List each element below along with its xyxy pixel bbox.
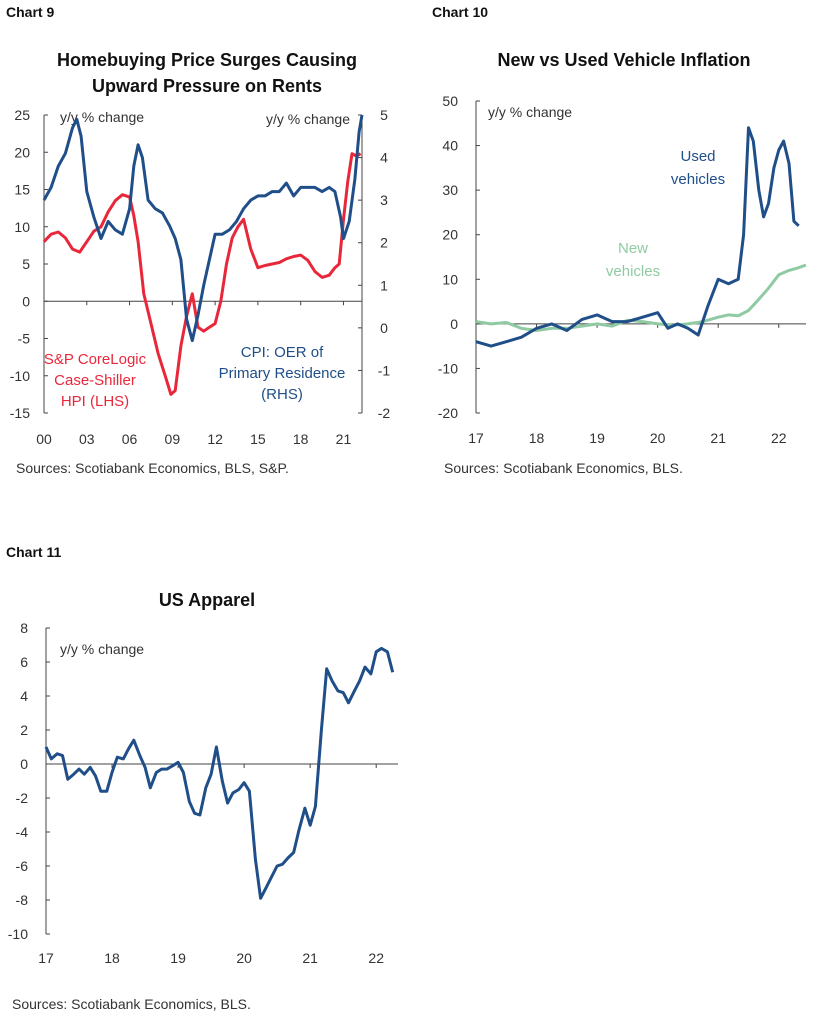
x-tick-label: 15 bbox=[250, 431, 266, 447]
chart-11-source: Sources: Scotiabank Economics, BLS. bbox=[12, 996, 251, 1012]
x-tick-label: 22 bbox=[771, 430, 787, 446]
chart-10-label: Chart 10 bbox=[432, 4, 489, 20]
x-tick-label: 09 bbox=[165, 431, 181, 447]
new-vehicles-label: vehicles bbox=[606, 263, 660, 280]
chart-11-panel: Chart 11 US Apparel -10 -8 -6 -4 -2 0 2 4 6 8 17 18… bbox=[0, 540, 414, 1023]
y-tick-label: 40 bbox=[442, 138, 458, 154]
left-y-tick-label: -10 bbox=[10, 368, 30, 384]
y-tick-label: -8 bbox=[16, 892, 29, 908]
oer-series-label: Primary Residence bbox=[219, 365, 346, 382]
chart-10-panel: Chart 10 New vs Used Vehicle Inflation -… bbox=[420, 0, 828, 500]
y-tick-label: 8 bbox=[20, 620, 28, 636]
x-tick-label: 18 bbox=[529, 430, 545, 446]
y-tick-label: -10 bbox=[8, 926, 28, 942]
y-tick-label: 2 bbox=[20, 722, 28, 738]
right-y-tick-label: 0 bbox=[380, 320, 388, 336]
x-tick-label: 21 bbox=[710, 430, 726, 446]
used-vehicles-label: vehicles bbox=[671, 171, 725, 188]
used-vehicles-label: Used bbox=[680, 148, 715, 165]
x-tick-label: 19 bbox=[170, 950, 186, 966]
oer-series-line bbox=[42, 114, 364, 343]
chart-10-title: New vs Used Vehicle Inflation bbox=[497, 50, 751, 70]
right-y-tick-label: 4 bbox=[380, 150, 388, 166]
chart-9-title-line-2: Upward Pressure on Rents bbox=[91, 76, 323, 96]
left-y-tick-label: -5 bbox=[18, 331, 31, 347]
x-tick-label: 17 bbox=[468, 430, 484, 446]
y-tick-label: 30 bbox=[442, 182, 458, 198]
y-tick-label: -2 bbox=[16, 790, 29, 806]
y-axis-label-right: y/y % change bbox=[266, 111, 350, 127]
left-y-tick-label: 20 bbox=[14, 144, 30, 160]
y-tick-label: -4 bbox=[16, 824, 29, 840]
new-vehicles-label: New bbox=[618, 240, 648, 257]
x-tick-label: 00 bbox=[36, 431, 52, 447]
x-tick-label: 06 bbox=[122, 431, 138, 447]
x-tick-label: 22 bbox=[368, 950, 384, 966]
left-y-tick-label: -15 bbox=[10, 405, 30, 421]
chart-9-source: Sources: Scotiabank Economics, BLS, S&P. bbox=[16, 460, 289, 476]
oer-series-label: CPI: OER of bbox=[241, 344, 324, 361]
left-y-tick-label: 0 bbox=[22, 293, 30, 309]
right-y-tick-label: 3 bbox=[380, 192, 388, 208]
y-tick-label: 0 bbox=[20, 756, 28, 772]
y-tick-label: 4 bbox=[20, 688, 28, 704]
left-y-tick-label: 5 bbox=[22, 256, 30, 272]
y-tick-label: -20 bbox=[438, 405, 458, 421]
hpi-series-label: HPI (LHS) bbox=[61, 393, 129, 410]
hpi-series-label: S&P CoreLogic bbox=[44, 351, 147, 368]
chart-11-title: US Apparel bbox=[158, 590, 256, 610]
y-tick-label: 20 bbox=[442, 227, 458, 243]
right-y-tick-label: -1 bbox=[378, 362, 391, 378]
x-tick-label: 20 bbox=[650, 430, 666, 446]
x-tick-label: 21 bbox=[302, 950, 318, 966]
x-tick-label: 03 bbox=[79, 431, 95, 447]
y-tick-label: -6 bbox=[16, 858, 29, 874]
x-tick-label: 20 bbox=[236, 950, 252, 966]
chart-10-plot: -20 -10 0 10 20 30 40 50 17 18 19 20 21 22 y/y % chang… bbox=[438, 93, 807, 446]
chart-9-label: Chart 9 bbox=[6, 4, 55, 20]
y-tick-label: -10 bbox=[438, 360, 458, 376]
left-y-tick-label: 15 bbox=[14, 182, 30, 198]
chart-9-title-line-1: Homebuying Price Surges Causing bbox=[56, 50, 358, 70]
right-y-tick-label: -2 bbox=[378, 405, 391, 421]
hpi-series-line bbox=[42, 152, 362, 396]
right-y-tick-label: 1 bbox=[380, 277, 388, 293]
oer-series-label: (RHS) bbox=[261, 386, 303, 403]
chart-11-plot: -10 -8 -6 -4 -2 0 2 4 6 8 17 18 19 20 21 22 y/y % change bbox=[8, 620, 398, 966]
y-tick-label: 6 bbox=[20, 654, 28, 670]
used-vehicles-line bbox=[475, 126, 800, 348]
x-tick-label: 17 bbox=[38, 950, 54, 966]
y-axis-label: y/y % change bbox=[60, 641, 144, 657]
x-tick-label: 19 bbox=[589, 430, 605, 446]
right-y-tick-label: 2 bbox=[380, 235, 388, 251]
hpi-series-label: Case-Shiller bbox=[54, 372, 136, 389]
chart-9-panel: Chart 9 Homebuying Price Surges Causing … bbox=[0, 0, 414, 500]
chart-11-label: Chart 11 bbox=[6, 544, 62, 560]
x-tick-label: 12 bbox=[207, 431, 223, 447]
y-tick-label: 10 bbox=[442, 271, 458, 287]
x-tick-label: 21 bbox=[336, 431, 352, 447]
left-y-tick-label: 10 bbox=[14, 219, 30, 235]
right-y-tick-label: 5 bbox=[380, 107, 388, 123]
chart-10-source: Sources: Scotiabank Economics, BLS. bbox=[444, 460, 683, 476]
y-axis-label: y/y % change bbox=[488, 104, 572, 120]
apparel-series-line bbox=[44, 646, 395, 900]
x-tick-label: 18 bbox=[104, 950, 120, 966]
y-tick-label: 50 bbox=[442, 93, 458, 109]
x-tick-label: 18 bbox=[293, 431, 309, 447]
y-axis-label-left: y/y % change bbox=[60, 109, 144, 125]
y-tick-label: 0 bbox=[450, 316, 458, 332]
left-y-tick-label: 25 bbox=[14, 107, 30, 123]
